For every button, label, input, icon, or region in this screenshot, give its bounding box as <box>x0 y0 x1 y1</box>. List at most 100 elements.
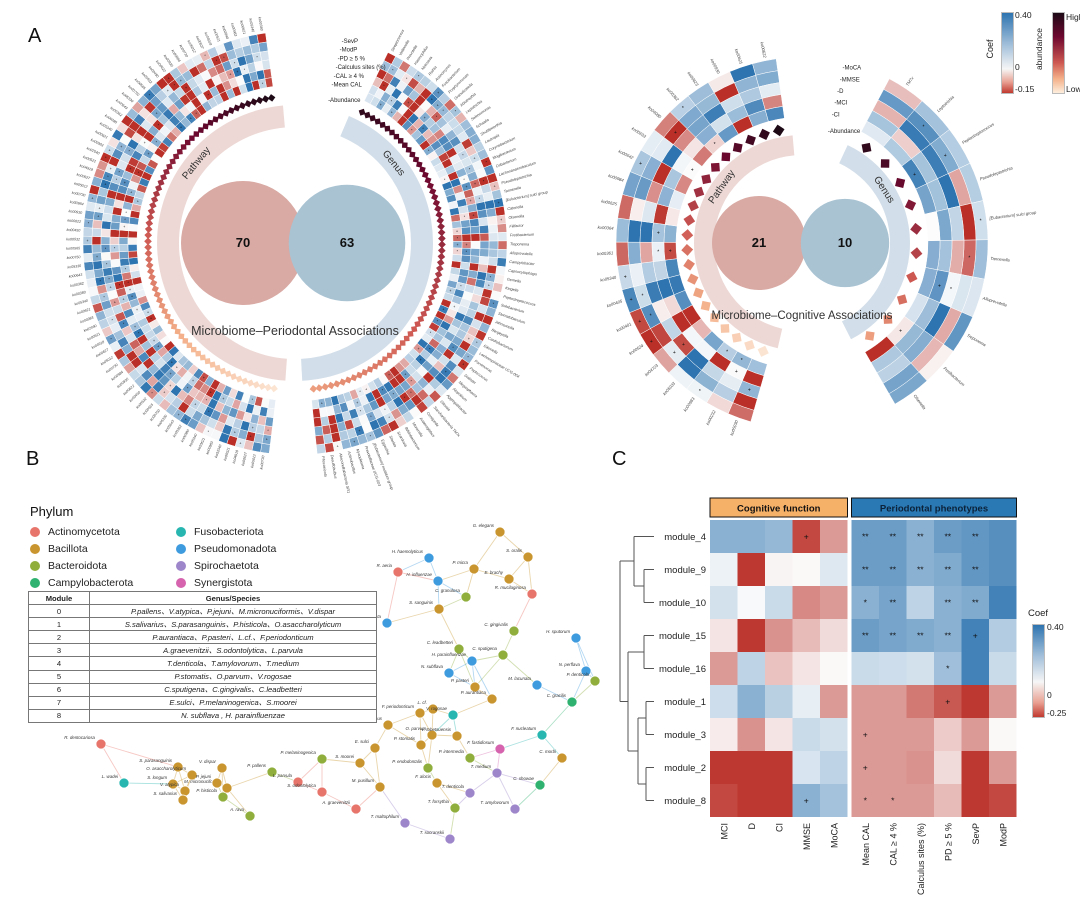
abundance-diamond <box>186 342 193 349</box>
significance-mark: + <box>420 358 422 362</box>
significance-mark: + <box>108 148 110 152</box>
group-header-label: Periodontal phenotypes <box>880 504 988 515</box>
circos-cell <box>461 233 472 242</box>
genus-label: Schaalia <box>475 118 489 129</box>
abundance-diamond <box>731 332 742 343</box>
species-node-label: O. asaccharolyticum <box>146 766 186 771</box>
phylum-name: Campylobacterota <box>48 576 134 589</box>
heatmap-cell <box>851 520 879 553</box>
abundance-diamond <box>230 373 238 381</box>
genus-label: Alloprevotella <box>981 295 1008 308</box>
significance-mark: * <box>174 84 176 88</box>
heatmap-cell <box>851 586 879 619</box>
network-edge <box>536 684 573 703</box>
pathway-label: ko04918 <box>204 32 213 46</box>
abundance-diamond <box>432 199 441 207</box>
pathway-label: ko00621 <box>734 48 744 65</box>
significance-mark: + <box>449 289 451 293</box>
abundance-diamond <box>350 374 358 382</box>
network-edge <box>541 701 573 736</box>
significance-mark: + <box>944 153 947 159</box>
heatmap-sig: * <box>946 664 950 674</box>
pathway-label: ko00524 <box>628 343 645 356</box>
heatmap-cell <box>879 751 907 784</box>
significance-mark: + <box>407 101 409 105</box>
species-node <box>381 617 393 629</box>
module-table-row: 2 P.aurantiaca、P.pasteri、L.cf.、F.periodon… <box>28 630 377 645</box>
abundance-diamond <box>227 107 235 114</box>
phylum-dot-icon <box>30 577 40 588</box>
abundance-diamond <box>358 108 366 116</box>
pathway-label: ko00621 <box>77 307 91 315</box>
species-node <box>177 794 189 806</box>
abundance-diamond <box>681 229 694 241</box>
significance-mark: * <box>114 247 116 251</box>
network-edge <box>458 648 476 688</box>
genus-label: Eikenella <box>483 344 498 355</box>
circos-cell <box>118 251 129 260</box>
heatmap-cell <box>851 685 879 718</box>
genus-label: Ottowia <box>439 400 451 412</box>
abundance-diamond <box>436 264 444 273</box>
pathway-label: ko00643 <box>68 273 82 279</box>
species-node-label: C. sputigena <box>472 646 497 651</box>
heatmap-cell <box>792 685 820 718</box>
abundance-diamond <box>344 376 352 384</box>
circos-cell <box>91 236 102 246</box>
significance-mark: * <box>359 390 361 394</box>
significance-mark: + <box>391 111 393 115</box>
abundance-low-label: Low <box>1066 84 1080 94</box>
venn-genus-count: 63 <box>340 235 354 250</box>
species-node <box>316 786 328 798</box>
significance-mark: * <box>714 142 716 148</box>
significance-mark: * <box>467 356 469 360</box>
abundance-diamond <box>144 243 152 252</box>
heatmap-cell <box>906 751 934 784</box>
circos-cell <box>84 209 95 221</box>
phylum-name: Bacillota <box>48 542 88 555</box>
phylum-name: Actinomycetota <box>48 525 120 538</box>
significance-mark: * <box>105 156 107 160</box>
significance-mark: * <box>422 127 424 131</box>
abundance-diamond <box>386 352 393 359</box>
pathway-label: ko00633 <box>631 126 648 139</box>
heatmap-cell <box>989 553 1017 586</box>
module-table-header: Genus/Species <box>89 590 377 606</box>
significance-mark: + <box>185 418 187 422</box>
abundance-diamond <box>145 261 154 270</box>
module-species-cell: T.denticola、T.amylovorum、T.medium <box>89 656 377 671</box>
abundance-diamond <box>693 186 705 198</box>
circos-cell <box>478 224 490 234</box>
species-node <box>354 757 366 769</box>
significance-mark: + <box>153 339 155 343</box>
heatmap-cell <box>989 586 1017 619</box>
significance-mark: + <box>229 73 231 77</box>
heatmap-cell <box>851 652 879 685</box>
abundance-diamond <box>145 255 153 264</box>
circos-cell <box>264 77 274 88</box>
abundance-diamond <box>384 125 391 132</box>
species-node <box>399 817 411 829</box>
abundance-diamond <box>431 282 440 290</box>
abundance-diamond <box>169 158 176 165</box>
pathway-label: ko00405 <box>606 298 623 308</box>
venn-pathway-count: 70 <box>236 235 250 250</box>
heatmap-cell <box>737 718 765 751</box>
abundance-diamond <box>255 96 264 105</box>
significance-mark: * <box>483 179 485 183</box>
significance-mark: * <box>124 218 126 222</box>
genus-label: Kingella <box>505 286 519 293</box>
significance-mark: + <box>462 363 464 367</box>
significance-mark: + <box>104 183 106 187</box>
species-node <box>216 762 228 774</box>
genus-label: Actinobacillus <box>347 450 357 475</box>
circos-cell <box>128 223 139 232</box>
abundance-diamond <box>173 153 180 160</box>
module-id-cell: 2 <box>28 630 90 645</box>
significance-mark: + <box>356 401 358 405</box>
phylum-dot-icon <box>176 543 186 554</box>
heatmap-row-label: module_9 <box>664 565 706 576</box>
heatmap-cell <box>851 718 879 751</box>
abundance-diamond <box>420 310 428 318</box>
heatmap-cell <box>792 751 820 784</box>
